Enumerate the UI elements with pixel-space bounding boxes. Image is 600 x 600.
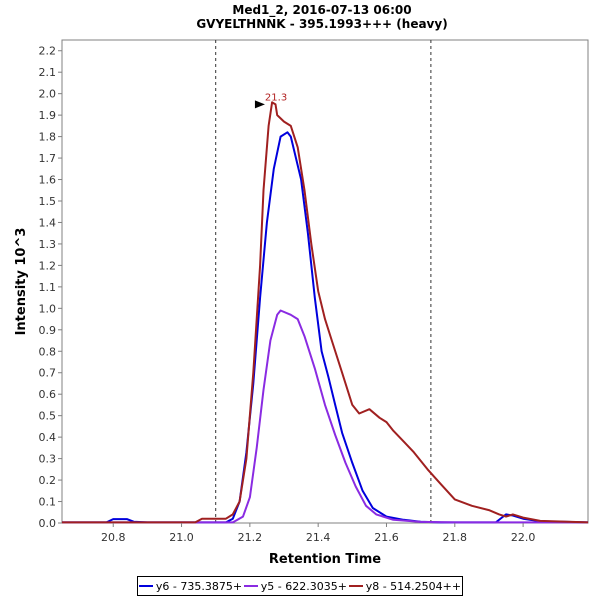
y-tick-label: 1.9 — [39, 109, 57, 122]
legend-swatch — [348, 585, 363, 587]
y-tick-label: 0.1 — [39, 496, 57, 509]
y-tick-label: 1.6 — [39, 174, 57, 187]
x-axis-label: Retention Time — [269, 552, 381, 567]
y-tick-label: 0.4 — [39, 431, 57, 444]
legend-item-3: y8 - 514.2504++ — [348, 579, 462, 593]
peak-label: 21.3 — [265, 92, 287, 103]
y-tick-label: 0.5 — [39, 410, 57, 423]
y-tick-label: 1.3 — [39, 238, 57, 251]
legend-swatch — [138, 585, 153, 587]
legend-item-2: y5 - 622.3035+ — [243, 579, 347, 593]
x-tick-label: 21.0 — [169, 531, 194, 544]
y-tick-label: 1.7 — [39, 152, 57, 165]
x-tick-label: 21.6 — [374, 531, 399, 544]
x-tick-label: 21.2 — [238, 531, 263, 544]
y-tick-label: 1.2 — [39, 259, 57, 272]
x-axis-ticks: 20.8 21.0 21.2 21.4 21.6 21.8 22.0 — [101, 523, 535, 544]
legend-swatch — [243, 585, 258, 587]
y-tick-label: 0.6 — [39, 388, 57, 401]
legend-label: y6 - 735.3875+ — [155, 579, 243, 593]
y-tick-label: 2.1 — [39, 66, 57, 79]
chart-title: Med1_2, 2016-07-13 06:00 — [232, 3, 411, 18]
y-tick-label: 2.2 — [39, 45, 57, 58]
x-tick-label: 21.4 — [306, 531, 331, 544]
x-tick-label: 20.8 — [101, 531, 126, 544]
y-tick-label: 1.1 — [39, 281, 57, 294]
y-tick-label: 2.0 — [39, 88, 57, 101]
y-tick-label: 1.0 — [39, 302, 57, 315]
peak-arrow-icon — [254, 100, 265, 109]
plot-area — [61, 39, 589, 524]
peak-annotation: 21.3 — [254, 92, 287, 109]
series-line-3 — [62, 101, 589, 524]
y-tick-label: 0.7 — [39, 367, 57, 380]
y-axis-ticks: 0.0 0.1 0.2 0.3 0.4 0.5 0.6 0.7 0.8 0.9 1.0 1.1 1.2 1… — [39, 45, 62, 530]
y-tick-label: 1.8 — [39, 131, 57, 144]
chart-subtitle: GVYELTHNNK - 395.1993+++ (heavy) — [196, 17, 447, 31]
legend: y6 - 735.3875+ y5 - 622.3035+ y8 - 514.250… — [137, 576, 463, 596]
y-tick-label: 0.3 — [39, 453, 57, 466]
legend-label: y5 - 622.3035+ — [260, 579, 347, 593]
y-tick-label: 0.9 — [39, 324, 57, 337]
x-tick-label: 22.0 — [511, 531, 536, 544]
series-line-2 — [62, 309, 588, 524]
y-tick-label: 1.4 — [39, 216, 57, 229]
integration-boundaries — [215, 40, 432, 523]
x-tick-label: 21.8 — [443, 531, 468, 544]
legend-label: y8 - 514.2504++ — [365, 579, 462, 593]
y-axis-label: Intensity 10^3 — [14, 228, 29, 336]
y-tick-label: 0.0 — [39, 517, 57, 530]
y-tick-label: 0.8 — [39, 345, 57, 358]
legend-item-1: y6 - 735.3875+ — [138, 579, 243, 593]
series-lines — [62, 101, 589, 524]
y-tick-label: 1.5 — [39, 195, 57, 208]
y-tick-label: 0.2 — [39, 474, 57, 487]
